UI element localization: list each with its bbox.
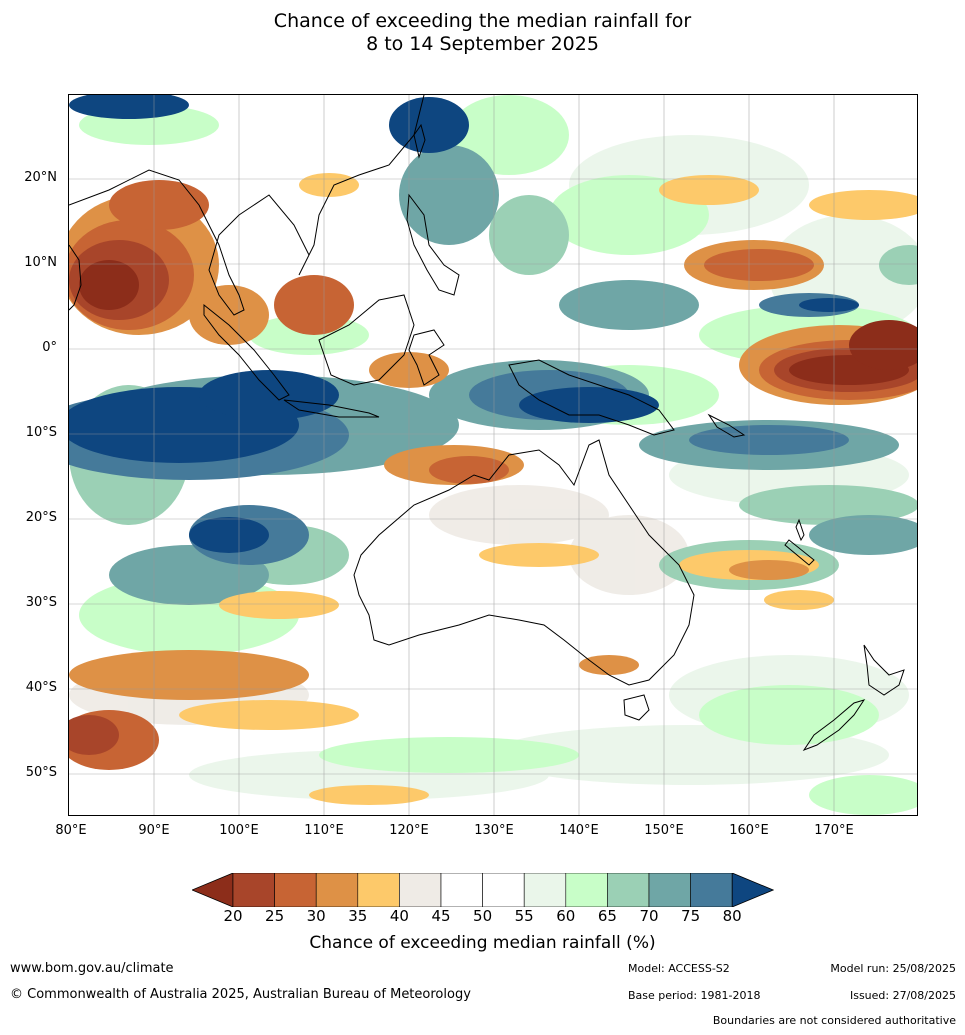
taiwan-coastline — [413, 123, 426, 159]
lat-label-0: 0° — [42, 340, 57, 355]
lat-label-30s: 30°S — [25, 595, 57, 610]
lon-label-160e: 160°E — [729, 823, 769, 838]
title-line-2: 8 to 14 September 2025 — [366, 33, 599, 55]
lat-label-10s: 10°S — [25, 425, 57, 440]
legend-swatch-40-45 — [399, 873, 442, 907]
vanuatu-coastline — [795, 518, 805, 542]
legend-colorbar — [192, 873, 774, 907]
map-title: Chance of exceeding the median rainfall … — [0, 10, 965, 56]
coastlines — [69, 95, 905, 752]
rainfall-map — [68, 94, 918, 816]
tasmania-coastline — [623, 694, 650, 721]
lat-label-20s: 20°S — [25, 510, 57, 525]
lat-label-20n: 20°N — [24, 170, 57, 185]
sumatra-coastline — [203, 303, 290, 401]
new-caledonia-coastline — [784, 539, 815, 566]
legend-swatch-35-40 — [357, 873, 400, 907]
legend-arrow-high — [731, 873, 774, 907]
legend-swatch-20-25 — [232, 873, 275, 907]
borneo-coastline — [318, 294, 415, 386]
lon-label-130e: 130°E — [474, 823, 514, 838]
legend-swatch-25-30 — [274, 873, 317, 907]
lon-label-150e: 150°E — [644, 823, 684, 838]
legend-title: Chance of exceeding median rainfall (%) — [309, 933, 656, 953]
lat-label-10n: 10°N — [24, 255, 57, 270]
model-text: Model: ACCESS-S2 — [628, 962, 730, 975]
legend-tick-label: 65 — [597, 907, 617, 925]
legend-tick-label: 75 — [681, 907, 701, 925]
disclaimer-text: Boundaries are not considered authoritat… — [712, 1014, 956, 1027]
legend-tick-label: 60 — [556, 907, 576, 925]
philippines-coastline — [406, 193, 460, 296]
legend-swatch-45-50 — [440, 873, 483, 907]
legend-tick-label: 35 — [348, 907, 368, 925]
legend-swatch-75-80 — [690, 873, 733, 907]
legend-tick-label: 70 — [639, 907, 659, 925]
legend-tick-label: 50 — [473, 907, 493, 925]
legend-swatch-65-70 — [607, 873, 650, 907]
legend-tick-label: 30 — [306, 907, 326, 925]
legend-tick-label: 80 — [722, 907, 742, 925]
base-period-text: Base period: 1981-2018 — [628, 989, 761, 1002]
lon-label-110e: 110°E — [304, 823, 344, 838]
solomon-islands-coastline — [707, 413, 746, 438]
copyright-text: © Commonwealth of Australia 2025, Austra… — [10, 987, 471, 1002]
lon-label-170e: 170°E — [814, 823, 854, 838]
lat-label-40s: 40°S — [25, 680, 57, 695]
model-run-text: Model run: 25/08/2025 — [830, 962, 956, 975]
legend-tick-label: 45 — [431, 907, 451, 925]
legend-swatch-60-65 — [565, 873, 608, 907]
sulawesi-coastline — [408, 329, 445, 386]
legend-swatch-55-60 — [523, 873, 567, 907]
lon-label-140e: 140°E — [559, 823, 599, 838]
lat-label-50s: 50°S — [25, 765, 57, 780]
new-zealand-north-coastline — [863, 644, 905, 696]
java-coastline — [283, 399, 380, 418]
legend-tick-label: 25 — [265, 907, 285, 925]
website-link[interactable]: www.bom.gov.au/climate — [10, 961, 174, 976]
lon-label-100e: 100°E — [219, 823, 259, 838]
lon-label-90e: 90°E — [138, 823, 170, 838]
legend-arrow-low — [192, 873, 234, 907]
australia-coastline — [353, 439, 695, 686]
map-canvas — [69, 95, 917, 815]
india-coastline — [69, 244, 82, 311]
legend-swatch-70-75 — [648, 873, 691, 907]
legend-tick-label: 55 — [514, 907, 534, 925]
legend-tick-label: 20 — [223, 907, 243, 925]
legend-swatch-30-35 — [315, 873, 359, 907]
legend-swatch-50-55 — [482, 873, 525, 907]
lon-label-80e: 80°E — [55, 823, 87, 838]
lon-label-120e: 120°E — [389, 823, 429, 838]
issued-text: Issued: 27/08/2025 — [849, 989, 956, 1002]
new-guinea-coastline — [508, 359, 675, 436]
mainland-asia-coastline — [69, 95, 425, 316]
new-zealand-south-coastline — [802, 699, 866, 752]
title-line-1: Chance of exceeding the median rainfall … — [273, 10, 692, 32]
legend-tick-label: 40 — [389, 907, 409, 925]
